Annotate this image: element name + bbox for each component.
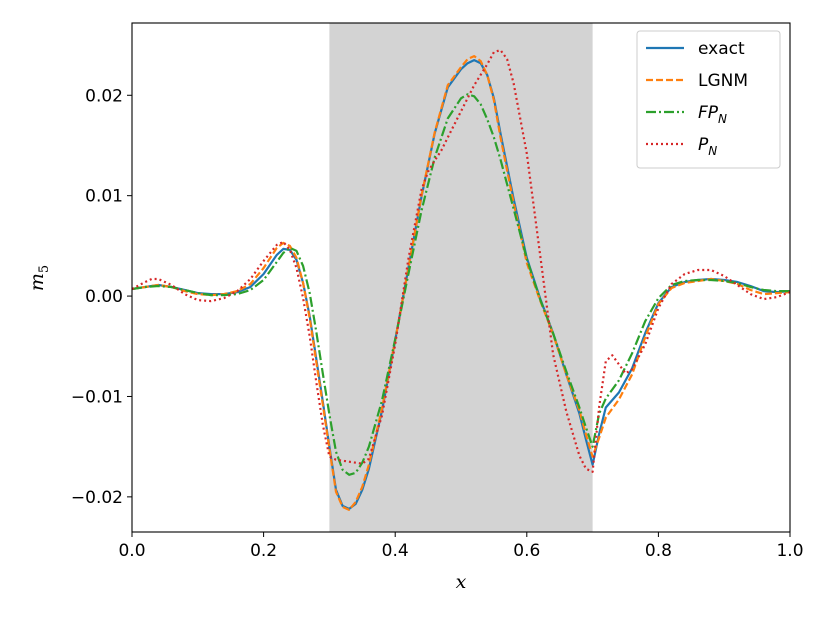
- y-tick-label: 0.01: [85, 187, 123, 207]
- y-tick-label: −0.02: [71, 488, 123, 508]
- x-tick-label: 0.6: [513, 541, 540, 561]
- x-axis-label: x: [456, 571, 467, 593]
- y-tick-label: 0.00: [85, 287, 123, 307]
- x-tick-label: 1.0: [776, 541, 803, 561]
- legend-label-fp-n: FPN: [698, 103, 727, 126]
- x-tick-label: 0.0: [118, 541, 145, 561]
- plot-frame: [131, 22, 791, 533]
- series-line-lgnm: [132, 54, 790, 511]
- series-layer: [132, 48, 790, 511]
- legend: exact LGNM FPN PN: [636, 30, 781, 169]
- x-tick-label: 0.2: [250, 541, 277, 561]
- series-line-p-n: [132, 48, 790, 473]
- y-axis-label-main: m: [26, 273, 48, 291]
- y-tick-label: −0.01: [71, 387, 123, 407]
- legend-label-p-n: PN: [698, 135, 717, 158]
- series-line-fp-n: [132, 93, 790, 476]
- y-axis-label: m5: [26, 265, 52, 291]
- x-tick-label: 0.4: [382, 541, 409, 561]
- legend-label-lgnm: LGNM: [698, 71, 748, 91]
- y-tick-label: 0.02: [85, 86, 123, 106]
- x-tick-label: 0.8: [645, 541, 672, 561]
- ticks-layer: 0.0 0.2 0.4 0.6 0.8 1.0 −0.02 −0.01 0.00 0.01 0.02: [71, 86, 804, 561]
- y-axis-label-sub: 5: [37, 265, 52, 273]
- legend-box: [636, 30, 781, 169]
- legend-label-exact: exact: [698, 39, 745, 59]
